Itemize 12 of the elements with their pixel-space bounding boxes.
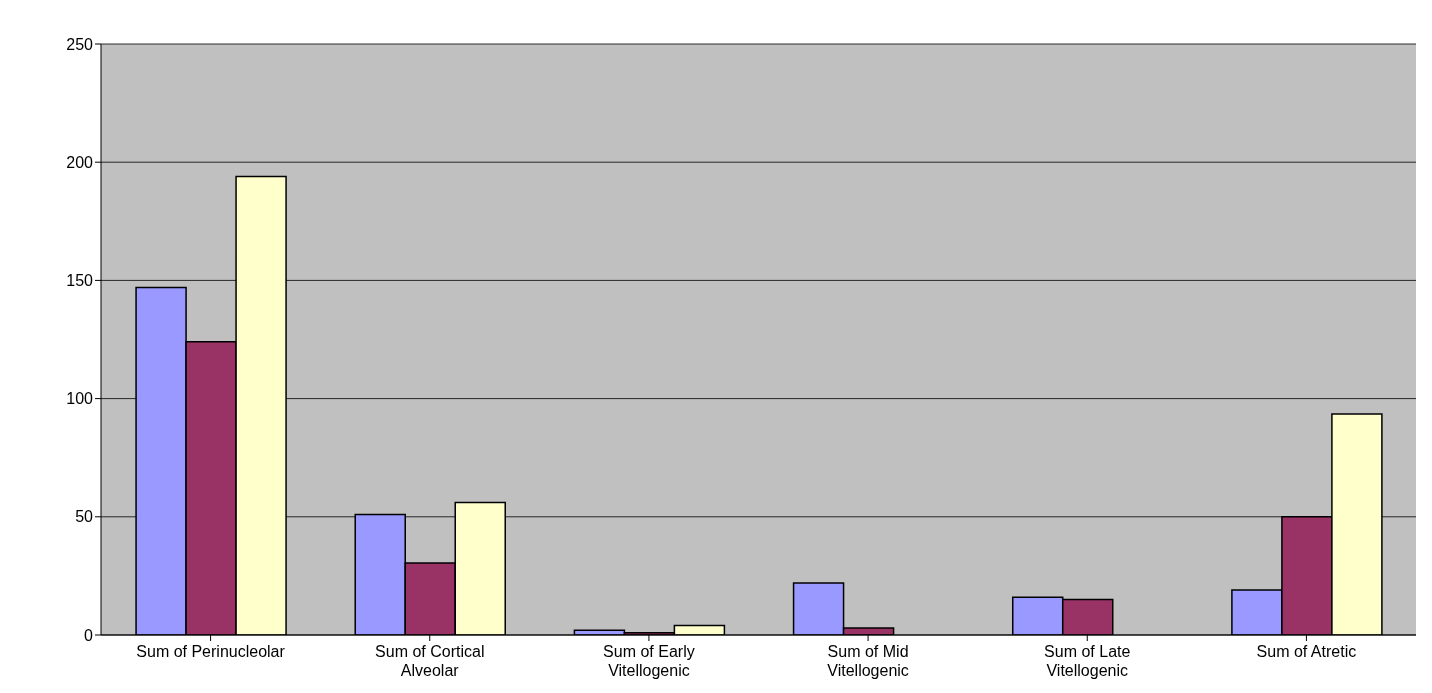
y-tick-label: 0 (84, 626, 94, 644)
y-tick-label: 150 (66, 272, 94, 290)
y-tick-label: 100 (66, 390, 94, 408)
x-tick-label: Sum of Atretic (1256, 643, 1357, 660)
x-tick-label: Sum of Perinucleolar (136, 643, 286, 660)
y-tick-label: 200 (66, 153, 94, 171)
x-tick-label: Sum of Late Vitellogenic (1044, 643, 1131, 679)
y-tick-label: 50 (75, 508, 94, 526)
x-tick-label: Sum of Early Vitellogenic (603, 643, 695, 679)
x-tick-label: Sum of Cortical Alveolar (375, 643, 485, 679)
y-tick-label: 250 (66, 35, 94, 53)
x-tick-label: Sum of Mid Vitellogenic (827, 643, 909, 679)
